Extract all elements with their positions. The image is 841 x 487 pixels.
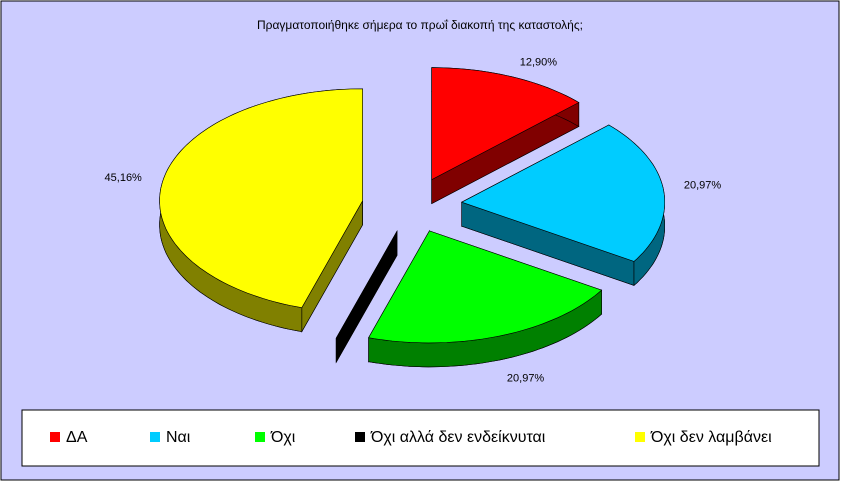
slice-top xyxy=(159,88,363,309)
legend-label: Όχι δεν λαμβάνει xyxy=(650,429,772,446)
chart-title: Πραγματοποιήθηκε σήμερα το πρωΐ διακοπή … xyxy=(257,18,583,32)
legend-label: ΔΑ xyxy=(66,429,88,446)
slice xyxy=(159,88,363,333)
legend-swatch xyxy=(150,432,160,442)
slice-top xyxy=(431,67,580,181)
legend-swatch xyxy=(355,432,365,442)
data-label: 45,16% xyxy=(105,172,143,184)
legend-label: Όχι xyxy=(270,429,296,446)
data-label: 12,90% xyxy=(520,56,558,68)
slice-top xyxy=(368,230,603,344)
slice xyxy=(460,124,665,287)
legend-swatch xyxy=(50,432,60,442)
legend-swatch xyxy=(635,432,645,442)
slice xyxy=(335,230,398,364)
data-label: 20,97% xyxy=(684,180,722,192)
slice xyxy=(431,67,580,205)
data-label: 20,97% xyxy=(507,372,545,384)
slice-top xyxy=(460,124,665,262)
slice xyxy=(368,229,603,368)
legend-label: Ναι xyxy=(166,429,191,446)
legend-label: Όχι αλλά δεν ενδείκνυται xyxy=(370,429,546,446)
legend-swatch xyxy=(255,432,265,442)
slice-top xyxy=(335,231,398,339)
